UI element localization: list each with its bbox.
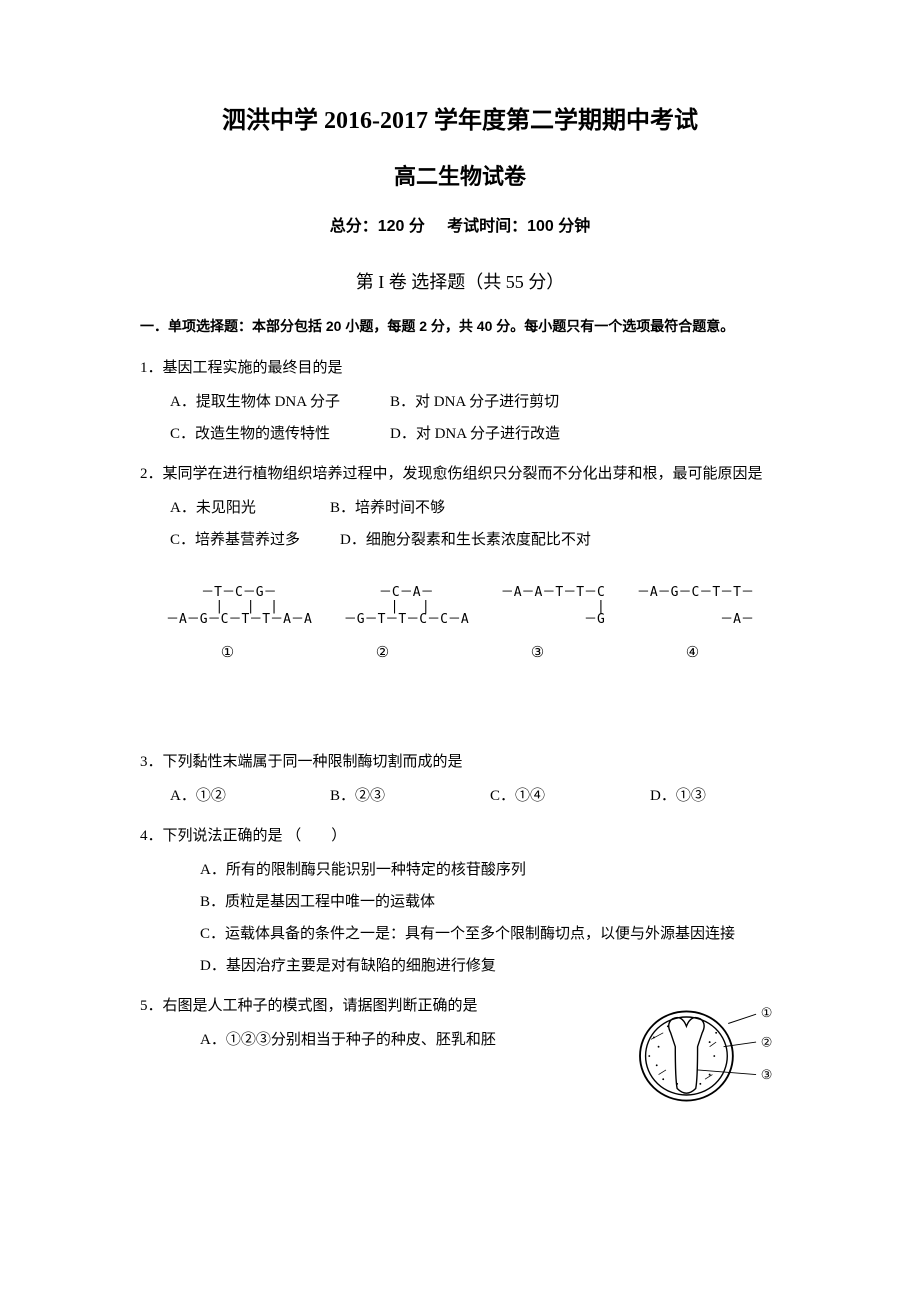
dna-label-1: ① xyxy=(221,640,234,667)
question-5: 5．右图是人工种子的模式图，请据图判断正确的是 A．①②③分别相当于种子的种皮、… xyxy=(140,991,780,1121)
seed-label-2: ② xyxy=(761,1035,773,1050)
question-1: 1．基因工程实施的最终目的是 A．提取生物体 DNA 分子 B．对 DNA 分子… xyxy=(140,353,780,449)
question-3: 3．下列黏性末端属于同一种限制酶切割而成的是 A．①② B．②③ C．①④ D．… xyxy=(140,747,780,811)
q1-option-b: B．对 DNA 分子进行剪切 xyxy=(390,387,570,417)
q4-option-a: A．所有的限制酶只能识别一种特定的核苷酸序列 xyxy=(170,855,780,885)
dna-fragment-2: －C－A－ | | －G－T－T－C－C－A xyxy=(344,585,469,628)
dna-fragment-1: －T－C－G－ | | | －A－G－C－T－T－A－A xyxy=(166,585,312,628)
q3-text: 3．下列黏性末端属于同一种限制酶切割而成的是 xyxy=(140,747,780,777)
q4-option-b: B．质粒是基因工程中唯一的运载体 xyxy=(170,887,780,917)
section-instruction: 一．单项选择题：本部分包括 20 小题，每题 2 分，共 40 分。每小题只有一… xyxy=(140,314,780,339)
q1-text: 1．基因工程实施的最终目的是 xyxy=(140,353,780,383)
q4-text: 4．下列说法正确的是 （ ） xyxy=(140,821,780,851)
q3-option-c: C．①④ xyxy=(490,781,610,811)
exam-time: 考试时间：100 分钟 xyxy=(447,218,590,235)
q3-option-b: B．②③ xyxy=(330,781,450,811)
dna-diagram: －T－C－G－ | | | －A－G－C－T－T－A－A －C－A－ | | －… xyxy=(140,585,780,667)
q2-option-d: D．细胞分裂素和生长素浓度配比不对 xyxy=(340,525,591,555)
seed-label-3: ③ xyxy=(761,1067,773,1082)
exam-score: 总分：120 分 xyxy=(330,218,425,235)
dna-label-2: ② xyxy=(376,640,389,667)
q3-option-a: A．①② xyxy=(170,781,290,811)
q2-text: 2．某同学在进行植物组织培养过程中，发现愈伤组织只分裂而不分化出芽和根，最可能原… xyxy=(140,459,780,489)
dna-label-4: ④ xyxy=(686,640,699,667)
q2-option-a: A．未见阳光 xyxy=(170,493,290,523)
q2-option-c: C．培养基营养过多 xyxy=(170,525,300,555)
dna-fragment-3: －A－A－T－T－C | －G xyxy=(501,585,605,628)
q5-option-a: A．①②③分别相当于种子的种皮、胚乳和胚 xyxy=(170,1025,610,1055)
section-header: 第 I 卷 选择题（共 55 分） xyxy=(140,266,780,298)
q2-option-b: B．培养时间不够 xyxy=(330,493,510,523)
main-title: 泗洪中学 2016-2017 学年度第二学期期中考试 xyxy=(140,100,780,143)
q1-option-a: A．提取生物体 DNA 分子 xyxy=(170,387,350,417)
seed-diagram: ① ② ③ xyxy=(630,991,780,1121)
q1-option-d: D．对 DNA 分子进行改造 xyxy=(390,419,570,449)
question-2: 2．某同学在进行植物组织培养过程中，发现愈伤组织只分裂而不分化出芽和根，最可能原… xyxy=(140,459,780,555)
q4-option-d: D．基因治疗主要是对有缺陷的细胞进行修复 xyxy=(170,951,780,981)
question-4: 4．下列说法正确的是 （ ） A．所有的限制酶只能识别一种特定的核苷酸序列 B．… xyxy=(140,821,780,981)
dna-fragment-4: －A－G－C－T－T－ －A－ xyxy=(637,585,754,628)
seed-icon: ① ② ③ xyxy=(630,991,780,1121)
exam-info: 总分：120 分 考试时间：100 分钟 xyxy=(140,213,780,242)
dna-label-3: ③ xyxy=(531,640,544,667)
q3-option-d: D．①③ xyxy=(650,781,770,811)
q1-option-c: C．改造生物的遗传特性 xyxy=(170,419,350,449)
sub-title: 高二生物试卷 xyxy=(140,157,780,197)
q5-text: 5．右图是人工种子的模式图，请据图判断正确的是 xyxy=(140,991,610,1021)
q4-option-c: C．运载体具备的条件之一是：具有一个至多个限制酶切点，以便与外源基因连接 xyxy=(170,919,780,949)
seed-label-1: ① xyxy=(761,1005,773,1020)
